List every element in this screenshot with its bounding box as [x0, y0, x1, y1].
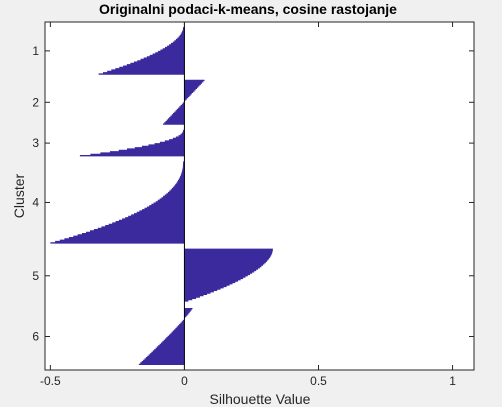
x-ticks: -0.5 0 0.5 1	[40, 22, 456, 388]
y-tick-label: 4	[32, 195, 39, 209]
y-axis-label: Cluster	[11, 173, 27, 218]
bars-group	[50, 27, 273, 365]
y-ticks: 1 2 3 4 5 6	[32, 44, 474, 343]
x-axis-label: Silhouette Value	[210, 391, 311, 407]
cluster-5-silhouette-bars	[184, 248, 273, 303]
plot-area	[44, 21, 475, 371]
cluster-2-silhouette-bars	[163, 79, 205, 125]
y-tick-label: 2	[32, 95, 39, 109]
cluster-1-silhouette-bars	[98, 27, 185, 75]
cluster-3-silhouette-bars	[79, 129, 185, 157]
x-tick-label: 0	[181, 374, 188, 388]
x-tick-label: 1	[449, 374, 456, 388]
y-tick-label: 1	[32, 44, 39, 58]
y-tick-label: 6	[32, 329, 39, 343]
x-tick-label: 0.5	[310, 374, 327, 388]
cluster-4-silhouette-bars	[50, 161, 185, 244]
y-tick-label: 3	[32, 136, 39, 150]
y-tick-label: 5	[32, 269, 39, 283]
chart-title: Originalni podaci-k-means, cosine rastoj…	[99, 1, 397, 17]
x-tick-label: -0.5	[40, 374, 61, 388]
cluster-6-silhouette-bars	[138, 308, 193, 365]
